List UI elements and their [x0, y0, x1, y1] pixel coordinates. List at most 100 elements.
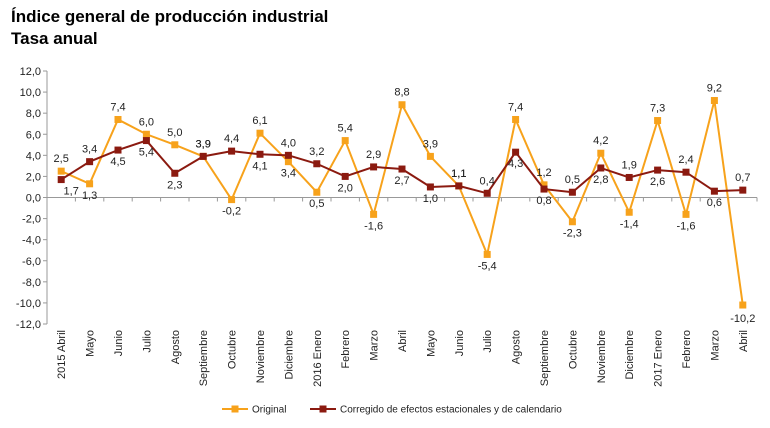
- data-label-original: -2,3: [563, 228, 582, 240]
- x-tick-label: Junio: [113, 330, 125, 356]
- data-label-corrected: 1,0: [423, 193, 438, 205]
- series-corrected-point: [625, 173, 633, 181]
- x-tick-label: Abril: [397, 330, 409, 352]
- series-original-point: [370, 210, 378, 218]
- legend-original-label: Original: [252, 405, 286, 416]
- series-corrected-point: [568, 188, 576, 196]
- legend-corrected-label: Corregido de efectos estacionales y de c…: [340, 405, 562, 416]
- data-label-corrected: 0,5: [565, 174, 580, 186]
- x-tick-label: Agosto: [170, 330, 182, 364]
- series-original-point: [341, 137, 349, 145]
- x-tick-label: Diciembre: [283, 330, 295, 380]
- series-corrected-point: [483, 189, 491, 197]
- x-tick-label: Septiembre: [198, 330, 210, 386]
- data-label-corrected: 4,0: [281, 137, 296, 149]
- data-label-corrected: 0,4: [480, 175, 495, 187]
- x-tick-label: Julio: [141, 330, 153, 353]
- x-tick-label: Marzo: [709, 330, 721, 361]
- series-original-point: [568, 218, 576, 226]
- series-original-point: [483, 250, 491, 258]
- series-original-point: [171, 141, 179, 149]
- x-tick-label: Marzo: [369, 330, 381, 361]
- series-corrected-point: [341, 172, 349, 180]
- series-original-point: [284, 158, 292, 166]
- series-corrected-point: [654, 166, 662, 174]
- series-corrected-point: [597, 164, 605, 172]
- series-corrected-point: [426, 183, 434, 191]
- x-tick-label: Octubre: [567, 330, 579, 369]
- data-label-original: 5,0: [167, 127, 182, 139]
- x-tick-label: Noviembre: [596, 330, 608, 383]
- y-tick-label: -2,0: [22, 214, 41, 226]
- data-label-original: 7,3: [650, 103, 665, 115]
- series-corrected-point: [512, 148, 520, 156]
- data-label-corrected: 2,3: [167, 179, 182, 191]
- data-label-original: 3,9: [423, 138, 438, 150]
- series-corrected-point: [682, 168, 690, 176]
- chart-title: Índice general de producción industrial: [11, 7, 329, 26]
- data-label-corrected: 4,5: [110, 156, 125, 168]
- data-label-original: -10,2: [730, 313, 755, 325]
- data-label-original: 6,0: [139, 116, 154, 128]
- x-tick-label: Mayo: [425, 330, 437, 357]
- x-tick-label: Agosto: [511, 330, 523, 364]
- data-label-original: 7,4: [110, 101, 125, 113]
- x-tick-label: 2015 Abril: [56, 330, 68, 379]
- data-label-original: 2,5: [54, 153, 69, 165]
- data-label-corrected: 5,4: [139, 147, 154, 159]
- data-label-original: 6,1: [252, 115, 267, 127]
- x-tick-label: Febrero: [340, 330, 352, 369]
- series-corrected-point: [455, 182, 463, 190]
- data-label-original: 9,2: [707, 83, 722, 95]
- y-tick-label: 4,0: [26, 150, 41, 162]
- series-corrected-point: [142, 137, 150, 145]
- data-label-corrected: 4,4: [224, 133, 239, 145]
- x-tick-label: Junio: [454, 330, 466, 356]
- x-tick-label: Diciembre: [624, 330, 636, 380]
- x-tick-label: 2016 Enero: [312, 330, 324, 387]
- series-corrected-point: [199, 152, 207, 160]
- data-label-original: 1,1: [451, 168, 466, 180]
- data-label-original: 8,8: [394, 87, 409, 99]
- series-original-line: [60, 100, 744, 306]
- y-tick-label: -10,0: [16, 298, 41, 310]
- series-corrected-point: [398, 165, 406, 173]
- data-label-corrected: 0,8: [536, 195, 551, 207]
- data-label-corrected: 1,1: [451, 168, 466, 180]
- data-label-original: -1,6: [677, 220, 696, 232]
- series-original-point: [682, 210, 690, 218]
- title-block: Índice general de producción industrial …: [11, 6, 328, 50]
- series-corrected-point: [228, 147, 236, 155]
- y-tick-label: -8,0: [22, 277, 41, 289]
- series-original-point: [57, 167, 65, 175]
- series-original-point: [625, 208, 633, 216]
- data-label-corrected: 0,7: [735, 172, 750, 184]
- chart-subtitle: Tasa anual: [11, 29, 98, 48]
- data-label-corrected: 1,9: [622, 159, 637, 171]
- series-corrected-point: [540, 185, 548, 193]
- data-label-corrected: 2,8: [593, 174, 608, 186]
- x-tick-label: Mayo: [85, 330, 97, 357]
- data-label-corrected: 2,7: [394, 175, 409, 187]
- data-label-corrected: 4,1: [252, 160, 267, 172]
- series-original-point: [597, 149, 605, 157]
- legend-original-marker: [231, 405, 239, 413]
- series-original-point: [710, 97, 718, 105]
- series-corrected-point: [171, 169, 179, 177]
- data-label-original: 3,4: [281, 168, 296, 180]
- series-corrected-point: [313, 160, 321, 168]
- data-label-original: -5,4: [478, 260, 497, 272]
- data-label-original: 0,5: [309, 198, 324, 210]
- y-tick-label: 8,0: [26, 108, 41, 120]
- series-original-point: [228, 196, 236, 204]
- y-tick-label: -12,0: [16, 319, 41, 331]
- data-label-original: 4,2: [593, 135, 608, 147]
- data-label-corrected: 3,2: [309, 146, 324, 158]
- x-tick-label: Septiembre: [539, 330, 551, 386]
- series-original-point: [739, 301, 747, 309]
- series-original-point: [398, 101, 406, 109]
- data-label-original: 1,3: [82, 190, 97, 202]
- data-label-corrected: 2,0: [338, 182, 353, 194]
- legend-corrected-marker: [319, 405, 327, 413]
